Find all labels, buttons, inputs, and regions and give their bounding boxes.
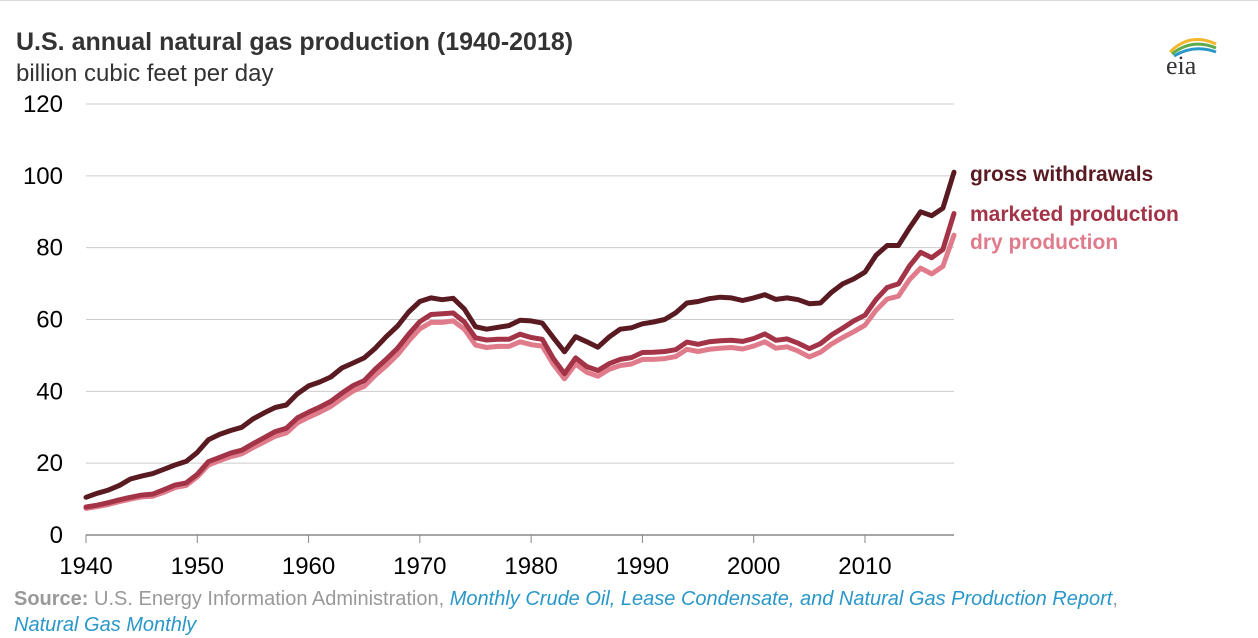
grid-lines	[86, 103, 954, 536]
top-divider	[0, 0, 1258, 1]
chart-title: U.S. annual natural gas production (1940…	[16, 28, 574, 56]
x-tick-label: 1990	[616, 553, 669, 580]
x-tick-label: 2010	[838, 553, 891, 580]
y-tick-label: 100	[23, 163, 63, 190]
chart-subtitle: billion cubic feet per day	[16, 60, 274, 87]
series-line-dry-production	[83, 232, 957, 511]
series-lines	[83, 169, 957, 511]
y-tick-label: 120	[23, 91, 63, 118]
label-marketed-production: marketed production	[970, 203, 1179, 226]
y-tick-label: 60	[36, 307, 63, 334]
logo-text: eia	[1166, 51, 1197, 78]
y-tick-label: 80	[36, 235, 63, 262]
series-line-marketed-production	[83, 211, 957, 510]
y-axis-ticks: 0 20 40 60 80 100 120	[23, 91, 63, 549]
eia-logo-icon: eia	[1166, 38, 1217, 78]
y-tick-label: 20	[36, 450, 63, 477]
x-tick-label: 1980	[504, 553, 557, 580]
source-link-monthly-crude-oil[interactable]: Monthly Crude Oil, Lease Condensate, and…	[449, 588, 1113, 610]
label-dry-production: dry production	[970, 231, 1118, 254]
source-label: Source:	[14, 588, 89, 610]
y-tick-label: 0	[50, 522, 63, 549]
source-separator: ,	[1112, 588, 1118, 610]
x-tick-label: 1940	[59, 553, 112, 580]
source-text: U.S. Energy Information Administration,	[88, 588, 450, 610]
y-tick-label: 40	[36, 378, 63, 405]
x-tick-label: 1970	[393, 553, 446, 580]
x-tick-label: 2000	[727, 553, 780, 580]
series-line-gross-withdrawals	[83, 169, 957, 500]
x-axis-ticks: 1940 1950 1960 1970 1980 1990 2000 2010	[59, 535, 892, 580]
label-gross-withdrawals: gross withdrawals	[970, 163, 1153, 186]
source-link-natural-gas-monthly[interactable]: Natural Gas Monthly	[14, 614, 197, 636]
x-tick-label: 1950	[171, 553, 224, 580]
x-tick-label: 1960	[282, 553, 335, 580]
source-note: Source: U.S. Energy Information Administ…	[14, 586, 1244, 638]
series-labels: gross withdrawals marketed production dr…	[970, 163, 1179, 254]
